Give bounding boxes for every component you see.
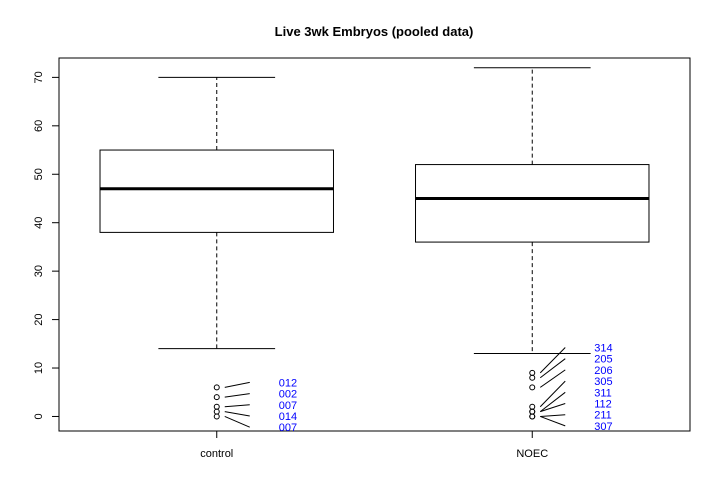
boxes-layer — [99, 67, 650, 420]
annotation-leader — [540, 415, 566, 427]
annotation-leader — [539, 380, 566, 408]
chart-title: Live 3wk Embryos (pooled data) — [275, 24, 474, 39]
box-group-noec — [415, 67, 650, 420]
outlier-label: 314 — [594, 342, 612, 354]
outlier-label: 205 — [594, 354, 612, 366]
outlier-point — [213, 384, 220, 391]
outlier-label: 012 — [279, 377, 297, 389]
outlier-point — [529, 384, 536, 391]
outlier-label: 002 — [279, 389, 297, 401]
annotation-leader — [539, 347, 566, 374]
annotation-leader — [540, 414, 566, 417]
outlier-label: 014 — [279, 411, 297, 423]
annotation-leader — [540, 403, 566, 413]
annotation-leader — [539, 391, 566, 413]
annotation-leader — [224, 416, 250, 428]
y-tick-label: 30 — [33, 265, 45, 277]
annotation-leader — [224, 381, 250, 388]
annotation-leader — [224, 411, 250, 417]
box-group-control — [99, 76, 334, 420]
y-tick-label: 70 — [33, 71, 45, 83]
y-tick-label: 60 — [33, 120, 45, 132]
annotation-leader — [224, 393, 250, 398]
outlier-label: 305 — [594, 376, 612, 388]
outlier-point — [213, 413, 220, 420]
outlier-label: 007 — [279, 422, 297, 434]
annotation-leader — [224, 404, 250, 408]
x-axis: control NOEC — [200, 431, 548, 460]
x-tick-label: control — [200, 448, 233, 460]
y-tick-label: 0 — [33, 413, 45, 419]
outlier-label: 007 — [279, 400, 297, 412]
iqr-box — [99, 149, 334, 233]
annotation-leader — [539, 358, 566, 379]
y-tick-label: 50 — [33, 168, 45, 180]
x-tick-label: NOEC — [516, 448, 548, 460]
outlier-label: 307 — [594, 421, 612, 433]
outlier-label: 206 — [594, 365, 612, 377]
outlier-label: 311 — [594, 387, 612, 399]
annotation-leader — [539, 369, 566, 388]
outlier-point — [213, 403, 220, 410]
outlier-point — [213, 394, 220, 401]
outlier-point — [213, 408, 220, 415]
y-tick-label: 10 — [33, 362, 45, 374]
outlier-label: 211 — [594, 410, 612, 422]
outlier-point — [529, 374, 536, 381]
outlier-point — [529, 408, 536, 415]
iqr-box — [415, 164, 650, 243]
plot-frame — [58, 57, 691, 432]
y-tick-label: 40 — [33, 217, 45, 229]
outlier-point — [529, 413, 536, 420]
y-axis: 0 10 20 30 40 50 60 70 — [33, 71, 59, 420]
outlier-label: 112 — [594, 398, 612, 410]
outlier-point — [529, 403, 536, 410]
outlier-point — [529, 369, 536, 376]
y-tick-label: 20 — [33, 313, 45, 325]
